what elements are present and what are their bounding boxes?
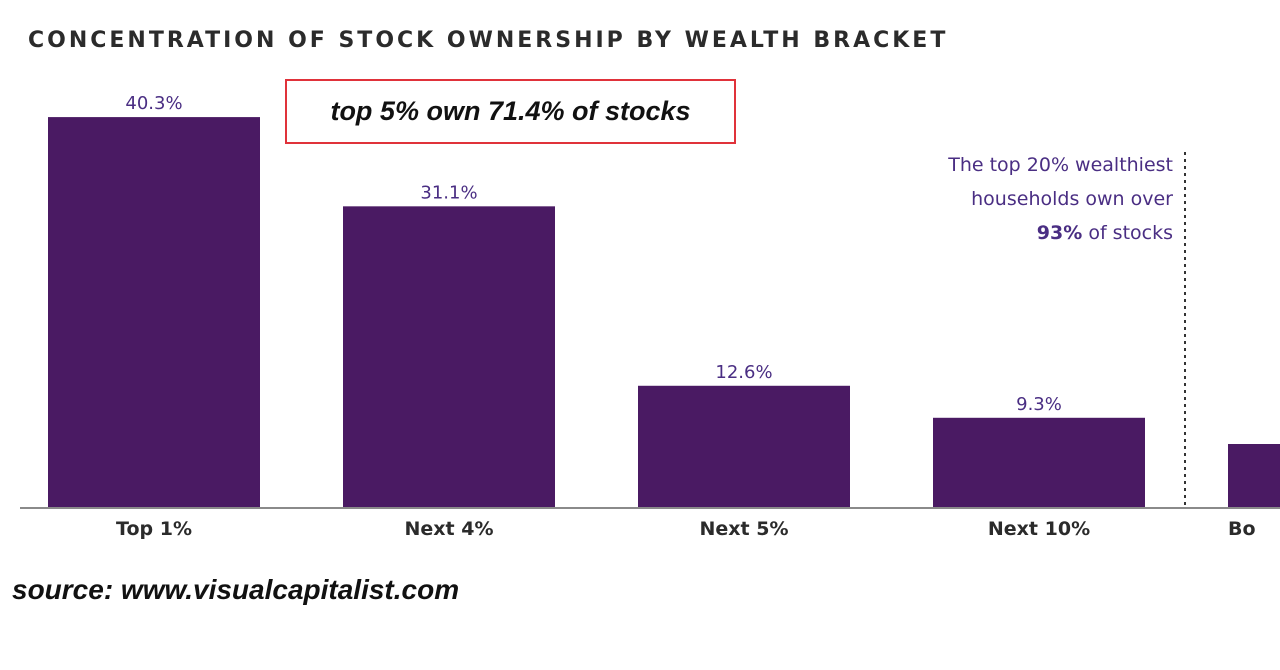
annotation-line-2: households own over (971, 188, 1173, 210)
category-label-5: Bo (1228, 518, 1256, 540)
annotation-line-3: 93% of stocks (873, 216, 1173, 250)
annotation-line-1: The top 20% wealthiest (948, 154, 1173, 176)
value-label-3: 12.6% (715, 362, 772, 383)
value-label-1: 40.3% (125, 93, 182, 114)
value-label-2: 31.1% (420, 182, 477, 203)
bar-4 (933, 417, 1145, 508)
bars-layer (48, 117, 1280, 508)
category-label-1: Top 1% (116, 518, 192, 540)
category-label-4: Next 10% (988, 518, 1090, 540)
source-note: source: www.visualcapitalist.com (12, 574, 460, 605)
chart-title: CONCENTRATION OF STOCK OWNERSHIP BY WEAL… (28, 28, 949, 53)
labels-layer: 40.3% Top 1% 31.1% Next 4% 12.6% Next 5% 9.3% N… (116, 93, 1256, 540)
bar-2 (343, 206, 555, 508)
category-label-2: Next 4% (405, 518, 494, 540)
annotation-top-20-percent: The top 20% wealthiest households own ov… (873, 148, 1173, 250)
callout-box: top 5% own 71.4% of stocks (285, 79, 736, 144)
value-label-4: 9.3% (1016, 394, 1062, 415)
annotation-highlight: 93% (1036, 222, 1083, 244)
category-label-3: Next 5% (700, 518, 789, 540)
bar-5 (1228, 444, 1280, 508)
bar-3 (638, 385, 850, 508)
callout-text: top 5% own 71.4% of stocks (330, 96, 691, 126)
annotation-tail: of stocks (1082, 222, 1173, 244)
bar-1 (48, 117, 260, 508)
